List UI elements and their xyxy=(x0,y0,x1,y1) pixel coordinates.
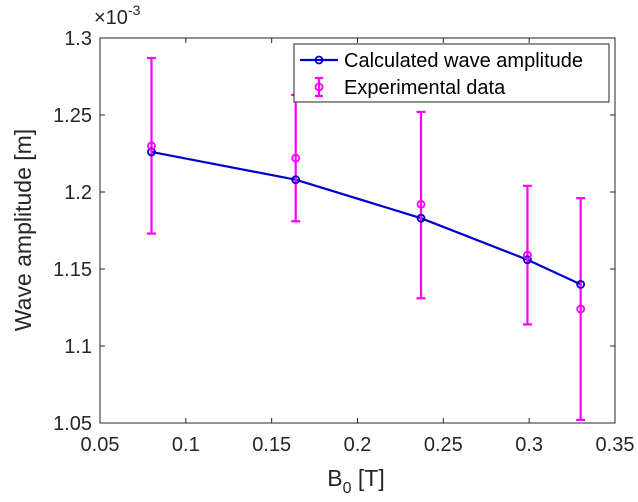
legend-marker-experimental xyxy=(314,82,324,92)
x-tick-label: 0.25 xyxy=(424,434,463,456)
x-tick-label: 0.1 xyxy=(172,434,200,456)
legend-box xyxy=(293,43,610,103)
tick-labels: 0.05 0.1 0.15 0.2 0.25 0.3 0.35 1.05 1.1 1.15 1.2 1… xyxy=(53,28,634,456)
x-tick-label: 0.35 xyxy=(596,434,635,456)
calculated-wave-amplitude-point xyxy=(291,175,301,185)
series-layer xyxy=(147,56,586,422)
legend-entry-experimental: Experimental data xyxy=(314,76,506,99)
x-axis-label-main: B xyxy=(327,465,342,491)
experimental-data-point xyxy=(523,250,532,260)
x-tick-label: 0.2 xyxy=(344,434,372,456)
legend-entry-calculated: Calculated wave amplitude xyxy=(300,50,583,72)
experimental-data-point xyxy=(147,141,156,151)
calculated-wave-amplitude-point xyxy=(576,279,586,289)
calculated-wave-amplitude-point xyxy=(523,255,532,265)
experimental-data-point xyxy=(291,153,301,163)
y-tick-label: 1.15 xyxy=(53,259,92,281)
experimental-data-point xyxy=(576,304,586,314)
y-multiplier-exponent: -3 xyxy=(128,2,141,18)
y-axis-label: Wave amplitude [m] xyxy=(10,129,36,331)
legend-marker-calculated xyxy=(314,55,324,65)
y-axis-multiplier: ×10-3 xyxy=(94,2,141,29)
x-tick-label: 0.3 xyxy=(515,434,543,456)
legend-label-calculated: Calculated wave amplitude xyxy=(344,50,583,72)
x-axis-label-subscript: 0 xyxy=(343,480,352,497)
x-axis-label: B0 [T] xyxy=(327,465,384,497)
y-tick-label: 1.3 xyxy=(64,28,92,50)
x-tick-label: 0.05 xyxy=(81,434,120,456)
x-tick-label: 0.15 xyxy=(252,434,291,456)
legend-label-experimental: Experimental data xyxy=(344,77,506,99)
y-tick-label: 1.05 xyxy=(53,413,92,435)
y-tick-label: 1.1 xyxy=(64,336,92,358)
experimental-data-point xyxy=(416,199,426,209)
calculated-wave-amplitude-point xyxy=(416,213,426,223)
y-tick-label: 1.2 xyxy=(64,182,92,204)
axes xyxy=(99,37,616,424)
y-multiplier-base: ×10 xyxy=(94,7,128,29)
legend: Calculated wave amplitude Experimental d… xyxy=(293,43,610,103)
y-tick-label: 1.25 xyxy=(53,105,92,127)
x-axis-label-unit: [T] xyxy=(352,465,385,491)
